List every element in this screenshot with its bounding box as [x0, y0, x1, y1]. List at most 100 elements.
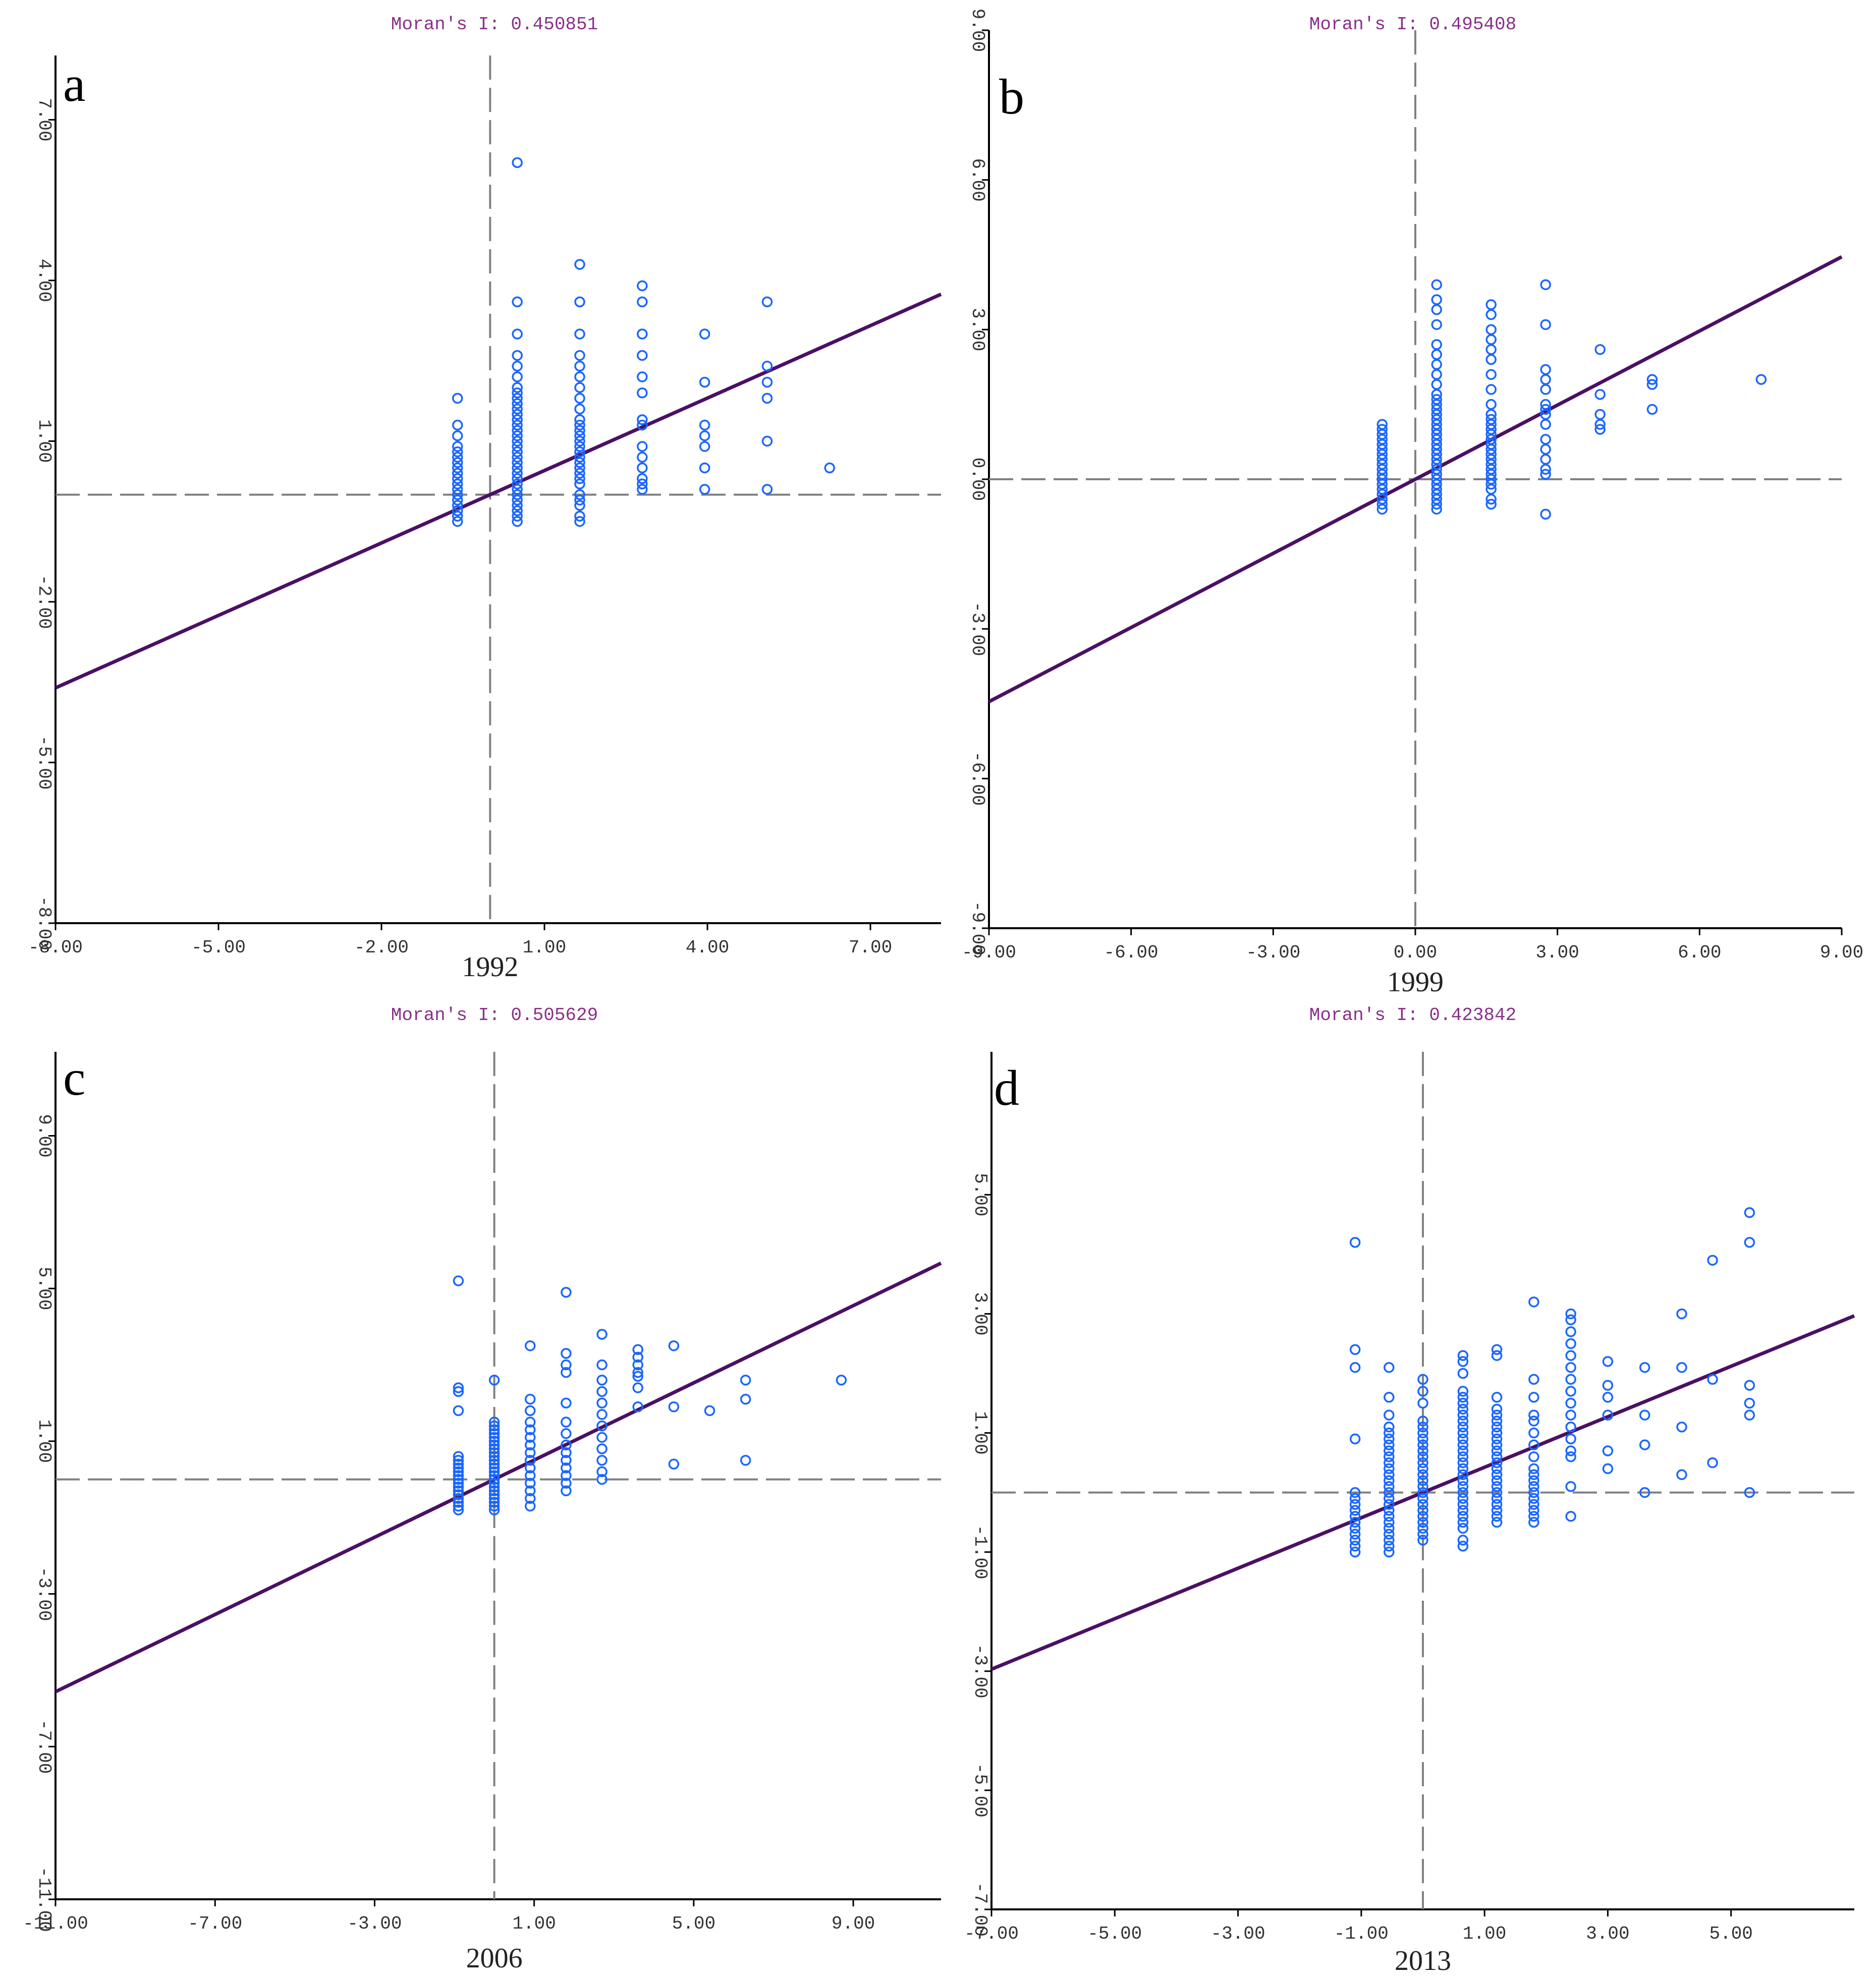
data-point [1457, 1391, 1469, 1403]
data-point [1528, 1463, 1539, 1475]
data-point [574, 361, 585, 372]
data-point [1349, 1487, 1361, 1498]
data-point [1485, 454, 1497, 465]
data-point [1528, 1409, 1539, 1421]
data-point [1602, 1391, 1614, 1403]
regression-line [988, 255, 1843, 704]
data-point [1602, 1445, 1614, 1456]
data-point [1540, 419, 1551, 430]
data-point [512, 425, 523, 436]
data-point [574, 441, 585, 452]
x-tick-label: 3.00 [1586, 1924, 1629, 1944]
data-point [1417, 1505, 1428, 1516]
data-point [1384, 1451, 1395, 1462]
data-point [1457, 1451, 1469, 1462]
data-point [704, 1405, 715, 1417]
x-tick-label: 1.00 [512, 1913, 556, 1934]
data-point [512, 478, 523, 490]
y-tick-label: 3.00 [967, 308, 988, 351]
data-point [1431, 479, 1442, 490]
data-point [699, 441, 710, 452]
data-point [596, 1443, 608, 1454]
data-point [561, 1454, 572, 1466]
y-tick-label: -11.00 [34, 1867, 54, 1932]
data-point [1528, 1475, 1539, 1486]
data-point [1457, 1541, 1469, 1552]
data-point [668, 1401, 680, 1412]
data-point [1376, 439, 1388, 450]
data-point [453, 1458, 464, 1470]
data-point [836, 1375, 847, 1386]
data-point [1431, 349, 1442, 360]
data-point [1528, 1296, 1539, 1308]
data-point [1602, 1463, 1614, 1475]
y-tick-label: -5.00 [34, 735, 54, 789]
y-tick-label: -7.00 [34, 1719, 54, 1774]
data-point [1540, 279, 1551, 291]
data-point [512, 451, 523, 463]
data-point [1376, 464, 1388, 475]
data-point [1431, 359, 1442, 370]
data-point [524, 1393, 536, 1405]
data-point [1417, 1516, 1428, 1528]
x-tick-label: 0.00 [1394, 942, 1437, 963]
y-tick-label: 0.00 [967, 458, 988, 501]
data-point [561, 1287, 572, 1298]
data-point [1349, 1505, 1361, 1516]
y-tick-label: -3.00 [34, 1567, 54, 1621]
x-tick-label: -9.00 [962, 942, 1016, 963]
data-point [1431, 399, 1442, 410]
data-point [1376, 429, 1388, 440]
data-point [699, 462, 710, 474]
data-point [1417, 1469, 1428, 1480]
data-point [488, 1481, 500, 1493]
data-point [596, 1329, 608, 1340]
data-point [1676, 1469, 1687, 1480]
data-point [1431, 409, 1442, 420]
data-point [1565, 1326, 1576, 1337]
data-point [574, 468, 585, 479]
data-point [1744, 1487, 1755, 1498]
data-point [1431, 419, 1442, 430]
regression-line [54, 293, 942, 690]
data-point [1540, 469, 1551, 480]
data-point [1565, 1314, 1576, 1325]
x-axis-label: 2013 [1395, 1945, 1451, 1976]
data-point [1639, 1439, 1650, 1450]
data-point [574, 451, 585, 463]
data-point [574, 462, 585, 474]
data-point [1376, 493, 1388, 505]
data-point [574, 511, 585, 522]
data-point [574, 371, 585, 382]
data-point [488, 1462, 500, 1474]
data-point [632, 1344, 643, 1355]
data-point [1565, 1350, 1576, 1361]
data-point [453, 1382, 464, 1393]
data-point [1528, 1416, 1539, 1427]
data-point [453, 1386, 464, 1397]
data-point [637, 296, 648, 308]
data-point [452, 419, 463, 431]
data-point [488, 1439, 500, 1451]
data-point [1384, 1391, 1395, 1403]
data-point [1528, 1427, 1539, 1439]
data-point [512, 462, 523, 474]
data-point [1485, 414, 1497, 425]
data-point [1431, 279, 1442, 291]
data-point [637, 419, 648, 431]
data-point [452, 516, 463, 527]
data-point [512, 489, 523, 500]
data-point [1376, 443, 1388, 455]
data-point [1349, 1499, 1361, 1510]
data-point [1528, 1391, 1539, 1403]
data-point [488, 1500, 500, 1512]
data-point [1431, 389, 1442, 400]
data-point [637, 350, 648, 361]
panel-d: -7.00 -5.00 -3.00 -1.00 1.00 3.00 5.00 5.00 3.00… [964, 1005, 1855, 1976]
data-point [1431, 448, 1442, 460]
data-point [488, 1375, 500, 1386]
data-point [1528, 1487, 1539, 1498]
x-axis-label: 2006 [466, 1943, 523, 1974]
data-point [1540, 443, 1551, 455]
x-tick-label: -5.00 [1087, 1924, 1142, 1944]
